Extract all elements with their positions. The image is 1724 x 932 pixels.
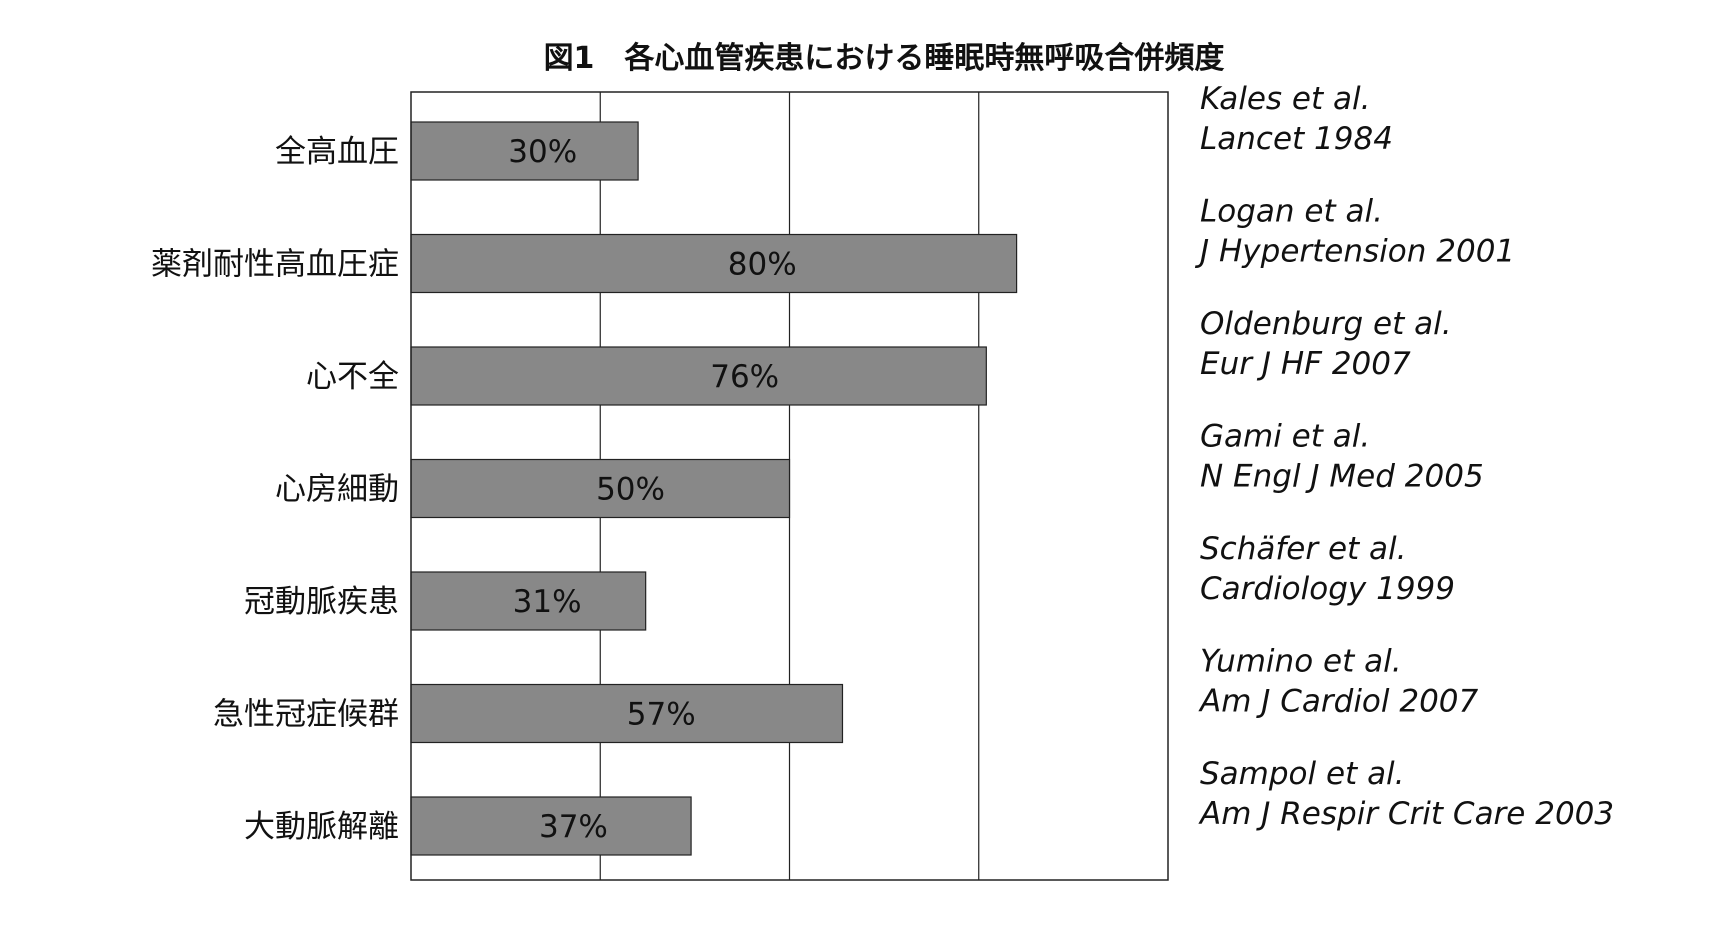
category-label-5: 冠動脈疾患 [244,584,399,620]
category-label-2: 薬剤耐性高血圧症 [151,247,399,283]
reference-journal-3: Eur J HF 2007 [1200,346,1411,382]
reference-author-3: Oldenburg et al. [1200,306,1452,342]
reference-author-2: Logan et al. [1200,194,1383,230]
category-label-4: 心房細動 [275,472,399,508]
reference-journal-1: Lancet 1984 [1200,121,1393,157]
bar-value-label-6: 57% [627,697,696,733]
reference-author-1: Kales et al. [1200,81,1370,117]
bar-value-label-5: 31% [513,584,582,620]
bar-value-label-2: 80% [728,247,797,283]
bar-2 [411,235,1017,293]
bar-value-label-3: 76% [710,359,779,395]
reference-author-6: Yumino et al. [1200,644,1402,680]
reference-author-4: Gami et al. [1200,419,1370,455]
reference-journal-5: Cardiology 1999 [1200,571,1455,607]
category-label-3: 心不全 [306,359,399,395]
reference-journal-6: Am J Cardiol 2007 [1198,684,1479,720]
references: Kales et al. Lancet 1984 Logan et al. J Hyp… [1194,81,1614,832]
bar-value-label-1: 30% [508,134,577,170]
chart-title: 図1 各心血管疾患における睡眠時無呼吸合併頻度 [544,41,1225,76]
category-label-7: 大動脈解離 [244,809,399,845]
reference-journal-7: Am J Respir Crit Care 2003 [1198,796,1614,832]
reference-journal-4: N Engl J Med 2005 [1200,459,1484,495]
bar-value-label-7: 37% [539,809,608,845]
reference-journal-2: J Hypertension 2001 [1194,234,1515,270]
bar-3 [411,347,986,405]
reference-author-7: Sampol et al. [1200,756,1405,792]
bar-value-label-4: 50% [596,472,665,508]
reference-author-5: Schäfer et al. [1200,531,1407,567]
category-label-6: 急性冠症候群 [213,697,399,733]
category-label-1: 全高血圧 [275,134,399,170]
